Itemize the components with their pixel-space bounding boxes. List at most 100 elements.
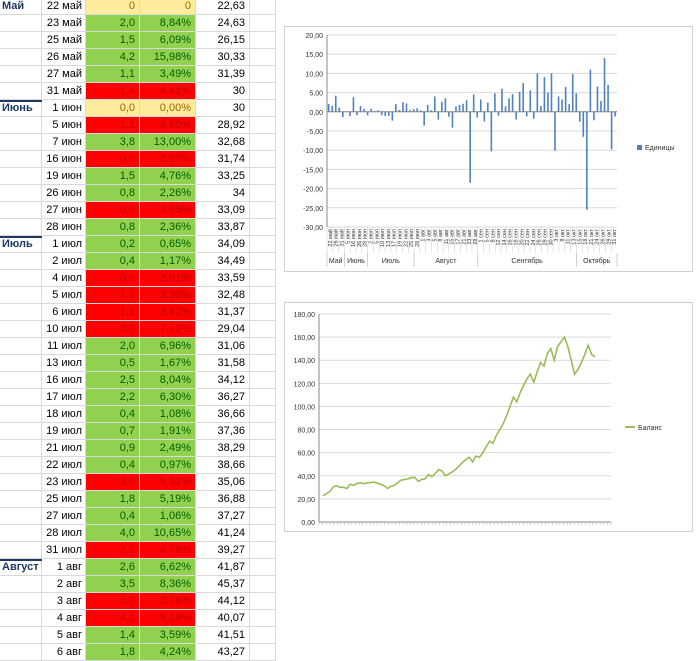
cell-v1[interactable]: 1,5 [86,168,140,185]
cell-empty[interactable] [250,253,276,270]
cell-empty[interactable] [250,202,276,219]
cell-bal[interactable]: 32,68 [196,134,250,151]
cell-month[interactable] [0,321,42,338]
cell-bal[interactable]: 37,36 [196,423,250,440]
cell-bal[interactable]: 37,27 [196,508,250,525]
cell-v2[interactable]: 13,00% [140,134,196,151]
cell-v1[interactable]: 0,4 [86,508,140,525]
cell-date[interactable]: 13 июл [42,355,86,372]
cell-bal[interactable]: 35,06 [196,474,250,491]
cell-month[interactable] [0,270,42,287]
cell-date[interactable]: 26 июн [42,185,86,202]
cell-v2[interactable]: 8,36% [140,576,196,593]
cell-bal[interactable]: 29,04 [196,321,250,338]
cell-v1[interactable]: -0,9 [86,270,140,287]
cell-bal[interactable]: 33,25 [196,168,250,185]
cell-bal[interactable]: 38,29 [196,440,250,457]
cell-empty[interactable] [250,559,276,576]
cell-date[interactable]: 5 июл [42,287,86,304]
cell-v2[interactable]: 4,76% [140,168,196,185]
cell-date[interactable]: 28 июл [42,525,86,542]
cell-v1[interactable]: 2,0 [86,15,140,32]
cell-empty[interactable] [250,423,276,440]
cell-bal[interactable]: 31,39 [196,66,250,83]
cell-month[interactable] [0,185,42,202]
cell-v2[interactable]: 0,65% [140,236,196,253]
cell-empty[interactable] [250,117,276,134]
cell-empty[interactable] [250,151,276,168]
cell-month[interactable] [0,610,42,627]
cell-bal[interactable]: 36,27 [196,389,250,406]
cell-month[interactable] [0,457,42,474]
cell-v2[interactable]: 10,65% [140,525,196,542]
cell-v2[interactable]: -7,42% [140,321,196,338]
cell-bal[interactable]: 32,48 [196,287,250,304]
cell-v1[interactable]: 0,4 [86,406,140,423]
cell-bal[interactable]: 41,51 [196,627,250,644]
cell-v1[interactable]: 4,2 [86,49,140,66]
cell-date[interactable]: 1 авг [42,559,86,576]
cell-v1[interactable]: 0,9 [86,440,140,457]
cell-date[interactable]: 23 май [42,15,86,32]
cell-bal[interactable]: 39,27 [196,542,250,559]
cell-v1[interactable]: -0,9 [86,151,140,168]
cell-v2[interactable]: 6,30% [140,389,196,406]
cell-date[interactable]: 27 июн [42,202,86,219]
cell-month[interactable] [0,66,42,83]
cell-v2[interactable]: -4,41% [140,83,196,100]
cell-bal[interactable]: 31,37 [196,304,250,321]
cell-empty[interactable] [250,491,276,508]
cell-month[interactable] [0,406,42,423]
cell-empty[interactable] [250,287,276,304]
cell-empty[interactable] [250,593,276,610]
cell-date[interactable]: 5 авг [42,627,86,644]
cell-empty[interactable] [250,15,276,32]
cell-v2[interactable]: 0,00% [140,100,196,117]
cell-v2[interactable]: 6,96% [140,338,196,355]
cell-bal[interactable]: 38,66 [196,457,250,474]
cell-month[interactable] [0,202,42,219]
cell-bal[interactable]: 30 [196,83,250,100]
cell-date[interactable]: 3 авг [42,593,86,610]
cell-date[interactable]: 16 июл [42,372,86,389]
cell-month[interactable] [0,15,42,32]
cell-v2[interactable]: 5,19% [140,491,196,508]
cell-date[interactable]: 25 июл [42,491,86,508]
cell-month[interactable] [0,304,42,321]
cell-bal[interactable]: 34,49 [196,253,250,270]
cell-v1[interactable]: -3,6 [86,474,140,491]
cell-month[interactable]: Июль [0,236,42,253]
cell-v1[interactable]: 3,5 [86,576,140,593]
cell-date[interactable]: 19 июн [42,168,86,185]
cell-v1[interactable]: 0,7 [86,423,140,440]
cell-empty[interactable] [250,100,276,117]
cell-date[interactable]: 22 июл [42,457,86,474]
cell-empty[interactable] [250,389,276,406]
cell-v2[interactable]: 3,59% [140,627,196,644]
cell-empty[interactable] [250,457,276,474]
cell-v1[interactable]: -1,1 [86,304,140,321]
cell-v1[interactable]: 1,1 [86,66,140,83]
cell-v1[interactable]: 0,0 [86,100,140,117]
cell-month[interactable] [0,491,42,508]
cell-bal[interactable]: 45,37 [196,576,250,593]
cell-month[interactable] [0,525,42,542]
cell-month[interactable]: Май [0,0,42,15]
cell-v2[interactable]: 2,26% [140,185,196,202]
cell-v2[interactable]: 1,67% [140,355,196,372]
cell-month[interactable] [0,355,42,372]
cell-empty[interactable] [250,321,276,338]
cell-v1[interactable]: 0,5 [86,355,140,372]
cell-v2[interactable]: -3,60% [140,117,196,134]
cell-v1[interactable]: 0,4 [86,253,140,270]
cell-v1[interactable]: 0,8 [86,219,140,236]
cell-date[interactable]: 11 июл [42,338,86,355]
cell-month[interactable] [0,168,42,185]
cell-v1[interactable]: 4,0 [86,525,140,542]
cell-v1[interactable]: -4,1 [86,610,140,627]
cell-v2[interactable]: 1,91% [140,423,196,440]
cell-month[interactable] [0,593,42,610]
cell-v2[interactable]: -2,61% [140,270,196,287]
cell-date[interactable]: 27 июл [42,508,86,525]
cell-date[interactable]: 26 май [42,49,86,66]
